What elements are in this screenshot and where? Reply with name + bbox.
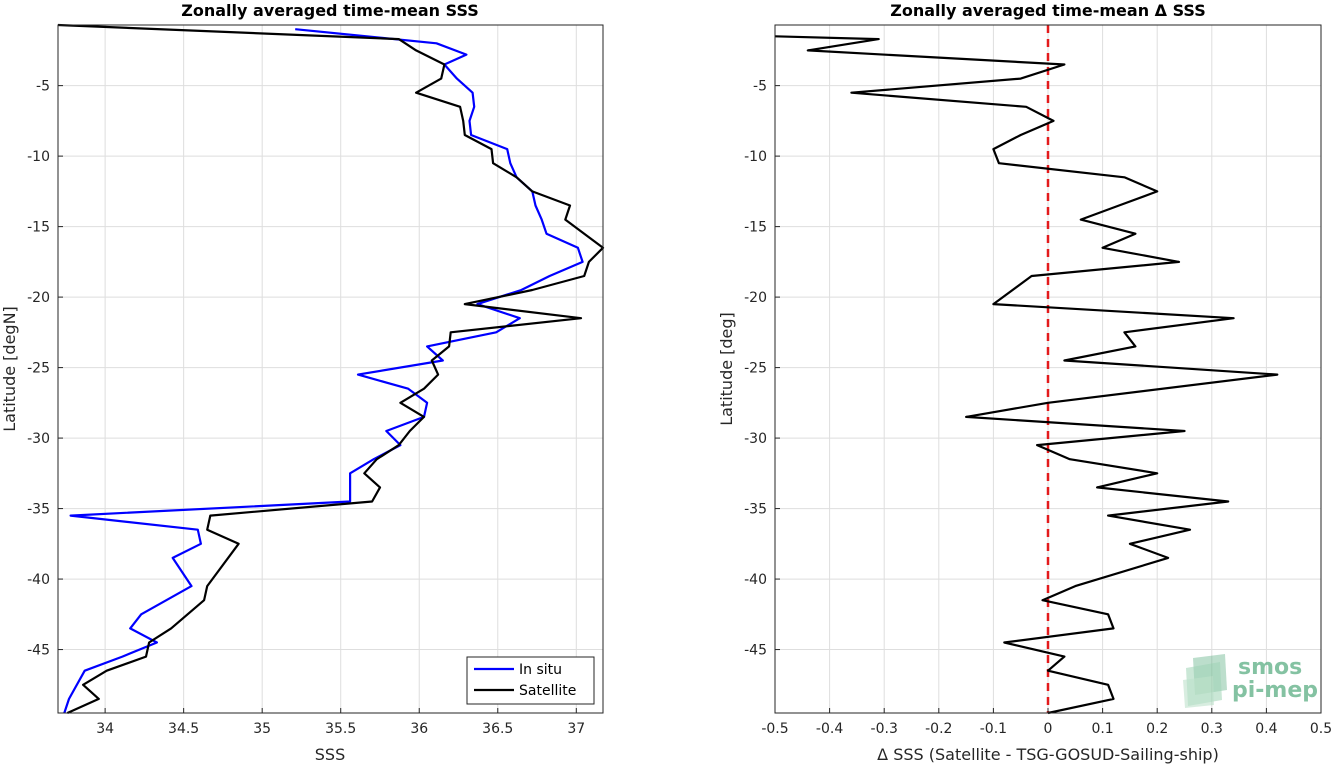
series-lines [57, 23, 605, 715]
x-tick-label: 0.2 [1146, 721, 1168, 737]
delta-sss-panel: Zonally averaged time-mean Δ SSS -0.5 -0.… [717, 1, 1332, 764]
series-line-in-situ [63, 28, 584, 714]
y-tick-label: -5 [753, 79, 767, 95]
x-axis-label: Δ SSS (Satellite - TSG-GOSUD-Sailing-shi… [877, 745, 1219, 764]
x-tick-label: 34.5 [168, 721, 199, 737]
y-tick-label: -5 [36, 79, 50, 95]
chart-title: Zonally averaged time-mean Δ SSS [890, 1, 1206, 20]
x-tick-label: 34 [96, 721, 114, 737]
y-tick-label: -10 [27, 149, 50, 165]
y-tick-label: -45 [27, 643, 50, 659]
legend-label-satellite: Satellite [519, 683, 576, 699]
series-lines [774, 35, 1279, 715]
logo-graphic-icon [1183, 654, 1227, 708]
delta-sss-line [774, 35, 1279, 715]
y-axis-label: Latitude [deg] [717, 312, 736, 426]
chart-title: Zonally averaged time-mean SSS [181, 1, 479, 20]
x-tick-label: 37 [567, 721, 585, 737]
x-tick-label: 35.5 [325, 721, 356, 737]
x-tick-label: -0.2 [925, 721, 952, 737]
legend: In situ Satellite [466, 656, 595, 705]
plot-area [58, 25, 603, 713]
y-tick-labels: -5 -10 -15 -20 -25 -30 -35 -40 -45 [744, 79, 780, 659]
y-tick-label: -30 [27, 431, 50, 447]
x-tick-labels: 34 34.5 35 35.5 36 36.5 37 [96, 708, 585, 737]
smos-pi-mep-logo: smos pi-mep [1183, 654, 1318, 708]
x-tick-label: -0.4 [816, 721, 843, 737]
x-tick-label: -0.5 [761, 721, 788, 737]
x-tick-label: -0.1 [980, 721, 1007, 737]
y-tick-label: -25 [744, 361, 767, 377]
series-line-satellite [57, 23, 605, 715]
logo-text-line1: smos [1238, 655, 1302, 680]
y-tick-label: -15 [744, 220, 767, 236]
x-tick-label: 36.5 [482, 721, 513, 737]
sss-panel: Zonally averaged time-mean SSS 34 34.5 35 3… [0, 1, 605, 764]
logo-text-line2: pi-mep [1232, 678, 1318, 703]
y-tick-label: -45 [744, 643, 767, 659]
x-axis-label: SSS [315, 745, 345, 764]
legend-box [466, 656, 595, 705]
legend-label-in-situ: In situ [519, 662, 562, 678]
grid [58, 25, 603, 713]
axes-box [57, 24, 604, 714]
y-tick-label: -20 [744, 290, 767, 306]
x-tick-label: 36 [410, 721, 428, 737]
y-tick-label: -20 [27, 290, 50, 306]
x-tick-label: 0.5 [1310, 721, 1332, 737]
y-tick-label: -35 [744, 502, 767, 518]
y-axis-label: Latitude [degN] [0, 306, 19, 432]
x-tick-label: 0.1 [1091, 721, 1113, 737]
y-tick-labels: -5 -10 -15 -20 -25 -30 -35 -40 -45 [27, 79, 63, 659]
x-tick-label: -0.3 [871, 721, 898, 737]
y-tick-label: -35 [27, 502, 50, 518]
y-tick-label: -10 [744, 149, 767, 165]
y-tick-label: -25 [27, 361, 50, 377]
x-tick-label: 35 [253, 721, 271, 737]
y-tick-label: -30 [744, 431, 767, 447]
x-tick-labels: -0.5 -0.4 -0.3 -0.2 -0.1 0 0.1 0.2 0.3 0.4 0.5 [761, 708, 1332, 737]
y-tick-label: -15 [27, 220, 50, 236]
y-tick-label: -40 [744, 572, 767, 588]
x-tick-label: 0.4 [1255, 721, 1277, 737]
y-tick-label: -40 [27, 572, 50, 588]
x-tick-label: 0.3 [1201, 721, 1223, 737]
x-tick-label: 0 [1044, 721, 1053, 737]
